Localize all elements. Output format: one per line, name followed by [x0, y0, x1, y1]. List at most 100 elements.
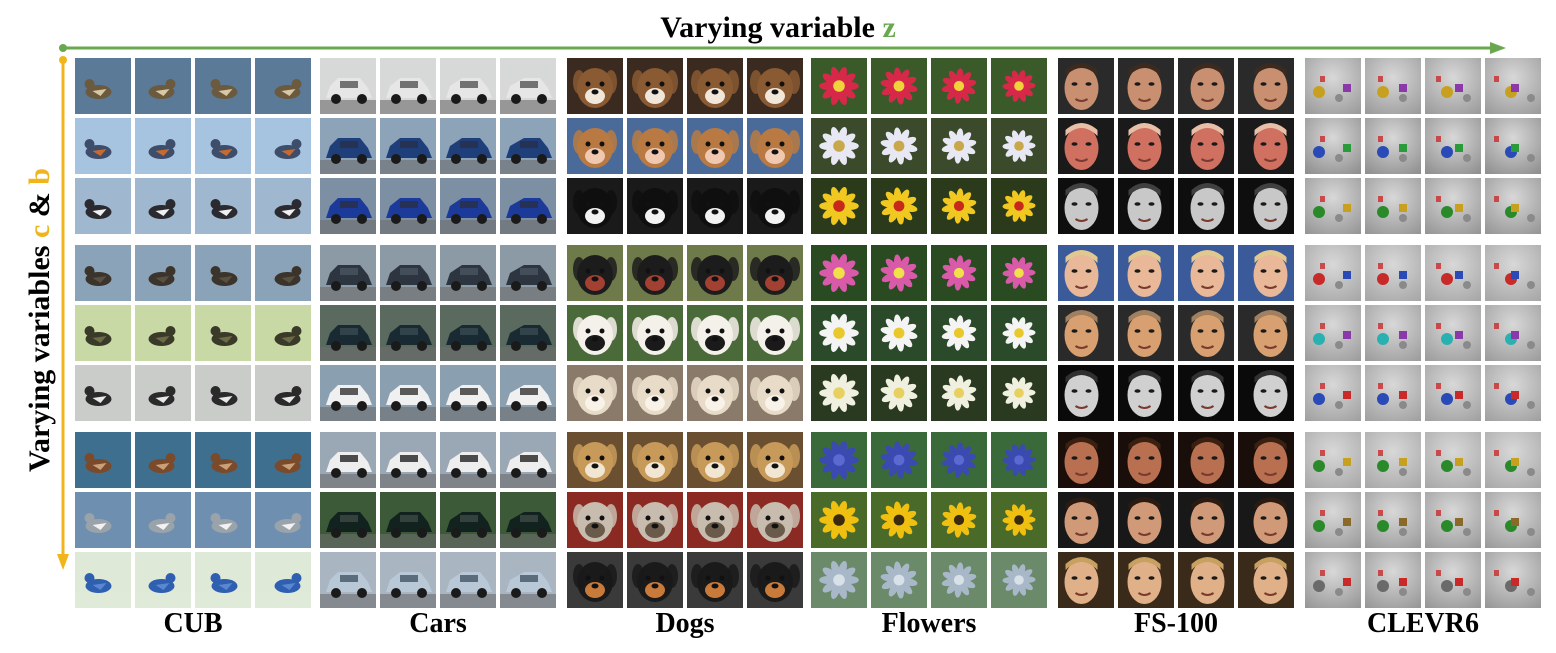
sample-image — [1425, 552, 1481, 608]
sample-image — [931, 552, 987, 608]
sample-image — [1058, 245, 1114, 301]
sample-image — [440, 365, 496, 421]
sample-image — [500, 365, 556, 421]
sample-image — [255, 552, 311, 608]
sample-image — [440, 178, 496, 234]
sample-image — [1485, 178, 1541, 234]
sample-image — [255, 178, 311, 234]
sample-image — [1238, 432, 1294, 488]
sample-image — [627, 552, 683, 608]
sample-image — [747, 305, 803, 361]
sample-image — [380, 178, 436, 234]
sample-image — [320, 58, 376, 114]
sample-image — [991, 552, 1047, 608]
sample-image — [627, 245, 683, 301]
sample-image — [1178, 245, 1234, 301]
side-title-prefix: Varying variables — [23, 238, 56, 472]
sample-image — [747, 118, 803, 174]
sample-image — [195, 245, 251, 301]
sample-image — [567, 245, 623, 301]
sample-image — [1178, 178, 1234, 234]
sample-image — [871, 305, 927, 361]
sample-image — [871, 552, 927, 608]
sample-image — [500, 305, 556, 361]
varying-cb-title: Varying variables c & b — [20, 110, 60, 530]
sample-image — [1238, 118, 1294, 174]
sample-image — [380, 552, 436, 608]
sample-image — [195, 492, 251, 548]
sample-image — [991, 178, 1047, 234]
sample-image — [75, 492, 131, 548]
sample-image — [1485, 365, 1541, 421]
sample-image — [871, 178, 927, 234]
sample-image — [687, 118, 743, 174]
sample-image — [255, 245, 311, 301]
sample-image — [1238, 305, 1294, 361]
sample-image — [1365, 245, 1421, 301]
sample-image — [567, 178, 623, 234]
sample-image — [320, 492, 376, 548]
varying-z-title: Varying variable z — [0, 8, 1556, 48]
sample-image — [500, 245, 556, 301]
sample-image — [871, 492, 927, 548]
sample-image — [380, 118, 436, 174]
sample-image — [75, 58, 131, 114]
variable-z: z — [882, 11, 896, 44]
dataset-label: Flowers — [881, 608, 977, 639]
sample-image — [567, 432, 623, 488]
sample-image — [1305, 118, 1361, 174]
sample-image — [1238, 492, 1294, 548]
sample-image — [931, 118, 987, 174]
sample-image — [1058, 552, 1114, 608]
sample-image — [747, 552, 803, 608]
sample-image — [195, 58, 251, 114]
sample-image — [75, 118, 131, 174]
sample-image — [500, 178, 556, 234]
sample-image — [1238, 58, 1294, 114]
sample-image — [1485, 552, 1541, 608]
sample-image — [1118, 178, 1174, 234]
sample-image — [687, 365, 743, 421]
sample-image — [687, 305, 743, 361]
sample-image — [1425, 245, 1481, 301]
sample-image — [135, 552, 191, 608]
sample-image — [380, 492, 436, 548]
variable-b: b — [23, 168, 56, 185]
sample-image — [1485, 492, 1541, 548]
sample-image — [811, 492, 867, 548]
sample-image — [1178, 432, 1234, 488]
sample-image — [811, 178, 867, 234]
sample-image — [1178, 365, 1234, 421]
sample-image — [320, 432, 376, 488]
sample-image — [1238, 552, 1294, 608]
sample-image — [440, 552, 496, 608]
sample-image — [811, 552, 867, 608]
cb-arrow — [57, 56, 69, 570]
sample-image — [747, 492, 803, 548]
sample-image — [255, 432, 311, 488]
sample-image — [135, 305, 191, 361]
sample-image — [1305, 178, 1361, 234]
sample-image — [931, 178, 987, 234]
sample-image — [1178, 492, 1234, 548]
sample-image — [627, 118, 683, 174]
sample-image — [440, 492, 496, 548]
sample-image — [75, 552, 131, 608]
sample-image — [627, 492, 683, 548]
sample-image — [440, 245, 496, 301]
sample-image — [811, 365, 867, 421]
sample-image — [747, 178, 803, 234]
sample-image — [1238, 365, 1294, 421]
sample-image — [1178, 552, 1234, 608]
sample-image — [1118, 58, 1174, 114]
sample-image — [811, 118, 867, 174]
sample-image — [567, 118, 623, 174]
sample-image — [1118, 432, 1174, 488]
sample-image — [1485, 245, 1541, 301]
sample-image — [380, 58, 436, 114]
sample-image — [991, 58, 1047, 114]
sample-image — [991, 432, 1047, 488]
sample-image — [931, 58, 987, 114]
sample-image — [627, 178, 683, 234]
